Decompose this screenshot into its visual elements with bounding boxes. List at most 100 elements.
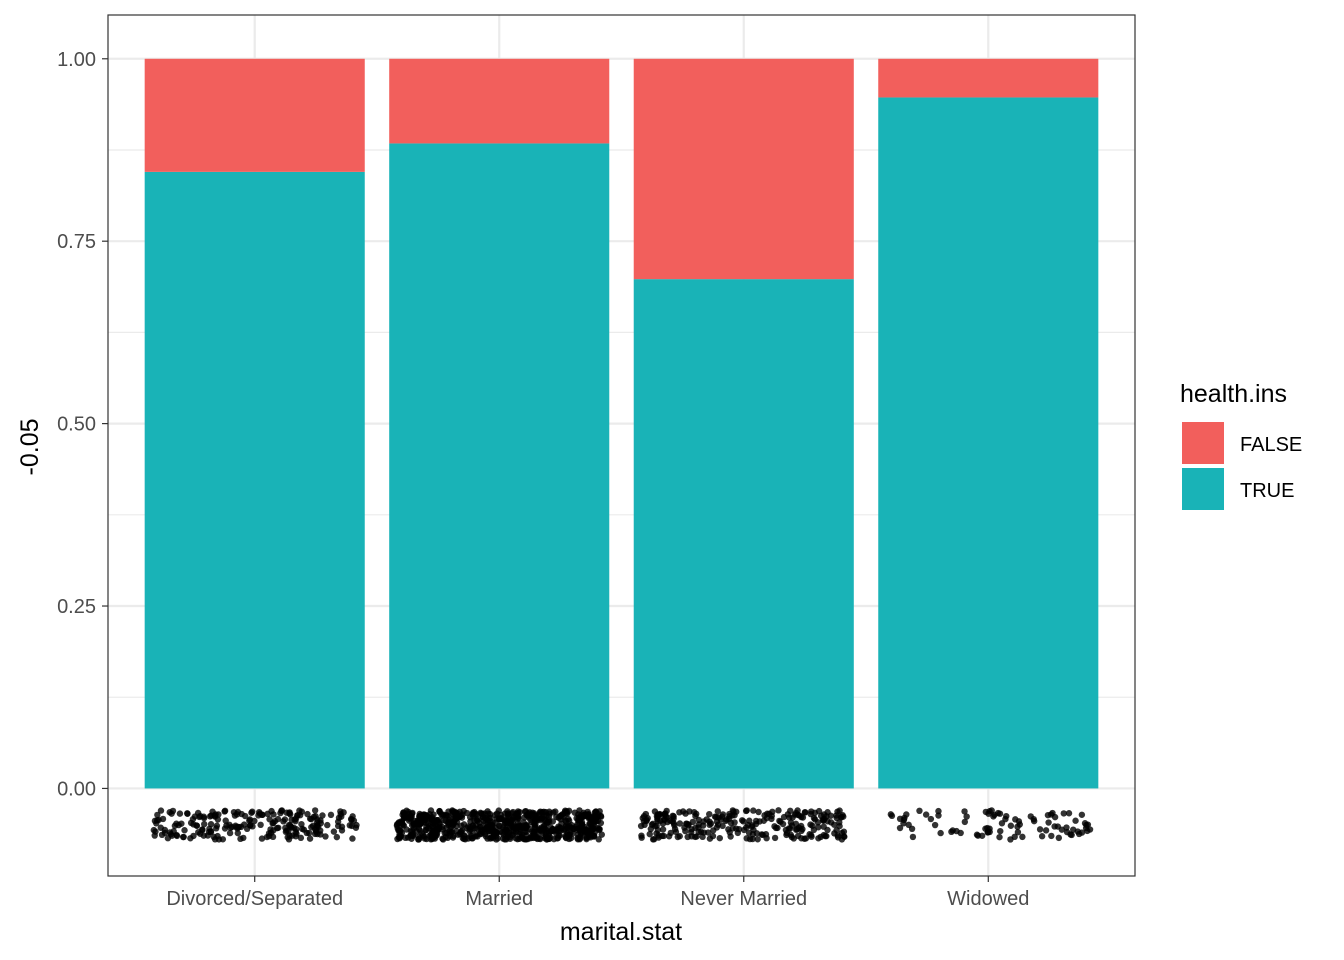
jitter-point	[338, 813, 345, 820]
jitter-point	[304, 810, 311, 818]
jitter-point	[563, 808, 570, 815]
jitter-point	[1067, 831, 1074, 838]
y-tick-label: 0.50	[57, 414, 96, 436]
jitter-point	[306, 835, 314, 842]
jitter-point	[330, 828, 338, 835]
jitter-point	[905, 821, 912, 829]
jitter-point	[578, 822, 585, 830]
jitter-point	[215, 836, 223, 843]
jitter-point	[686, 808, 693, 815]
jitter-point	[802, 809, 809, 816]
jitter-point	[588, 822, 595, 829]
jitter-point	[473, 816, 481, 824]
y-axis-title: -0.05	[16, 419, 44, 476]
jitter-point	[565, 815, 572, 823]
jitter-point	[482, 826, 489, 833]
jitter-point	[161, 829, 169, 837]
jitter-point	[799, 814, 807, 821]
jitter-point	[275, 824, 282, 831]
jitter-point	[598, 831, 605, 838]
jitter-point	[575, 811, 582, 818]
jitter-point	[957, 829, 964, 837]
jitter-point	[688, 826, 695, 833]
jitter-point	[338, 823, 346, 830]
jitter-point	[550, 835, 558, 843]
jitter-point	[544, 835, 551, 842]
jitter-point	[1054, 823, 1061, 830]
jitter-point	[647, 825, 655, 833]
jitter-point	[961, 818, 969, 826]
jitter-point	[638, 834, 645, 841]
jitter-point	[164, 835, 172, 842]
jitter-point	[542, 808, 549, 816]
jitter-point	[278, 807, 285, 815]
jitter-point	[693, 833, 700, 840]
jitter-point	[346, 822, 353, 829]
jitter-point	[210, 833, 217, 841]
jitter-point	[207, 821, 215, 828]
jitter-point	[235, 823, 243, 831]
jitter-point	[514, 835, 521, 843]
jitter-point	[1047, 811, 1055, 818]
jitter-point	[1060, 810, 1067, 817]
jitter-point	[963, 813, 970, 820]
jitter-point	[991, 811, 998, 819]
jitter-point	[527, 834, 534, 842]
jitter-point	[822, 832, 829, 840]
jitter-point	[451, 808, 459, 816]
jitter-point	[169, 807, 177, 815]
jitter-point	[223, 822, 230, 829]
jitter-point	[794, 832, 802, 840]
x-axis-title: marital.stat	[560, 918, 682, 946]
jitter-point	[900, 816, 908, 824]
jitter-point	[713, 824, 721, 831]
jitter-point	[973, 831, 981, 838]
legend-label-false: FALSE	[1240, 434, 1302, 456]
jitter-point	[350, 817, 358, 824]
jitter-point	[531, 822, 538, 829]
jitter-point	[241, 812, 249, 820]
jitter-point	[556, 832, 563, 839]
jitter-point	[280, 818, 287, 825]
x-tick-label: Divorced/Separated	[166, 888, 343, 910]
jitter-point	[1065, 810, 1073, 817]
jitter-point	[808, 833, 815, 840]
jitter-point	[1078, 811, 1086, 818]
jitter-point	[787, 819, 795, 826]
jitter-point	[986, 828, 993, 836]
jitter-point	[1015, 818, 1023, 825]
jitter-point	[439, 826, 446, 833]
jitter-point	[637, 822, 645, 830]
jitter-point	[154, 811, 161, 819]
jitter-point	[676, 809, 683, 816]
jitter-point	[746, 835, 754, 843]
jitter-point	[888, 812, 896, 820]
jitter-point	[179, 833, 187, 841]
jitter-point	[1036, 826, 1044, 833]
jitter-point	[784, 811, 792, 818]
jitter-point	[646, 830, 653, 838]
jitter-point	[740, 818, 747, 825]
jitter-point	[184, 810, 191, 817]
jitter-point	[815, 835, 822, 842]
jitter-point	[566, 822, 573, 830]
jitter-point	[782, 826, 790, 834]
jitter-point	[685, 821, 692, 828]
jitter-point	[228, 823, 236, 831]
jitter-point	[711, 813, 719, 820]
jitter-point	[215, 811, 222, 818]
jitter-point	[577, 835, 584, 842]
jitter-point	[961, 808, 968, 815]
jitter-point	[352, 824, 360, 831]
jitter-point	[671, 825, 679, 833]
jitter-point	[537, 815, 544, 822]
jitter-point	[178, 820, 185, 827]
jitter-point	[450, 832, 457, 840]
jitter-point	[771, 834, 779, 842]
jitter-point	[1075, 830, 1083, 838]
jitter-point	[522, 828, 530, 836]
jitter-point	[716, 834, 723, 842]
legend: health.ins FALSE TRUE	[1180, 380, 1302, 510]
jitter-point	[487, 834, 495, 841]
